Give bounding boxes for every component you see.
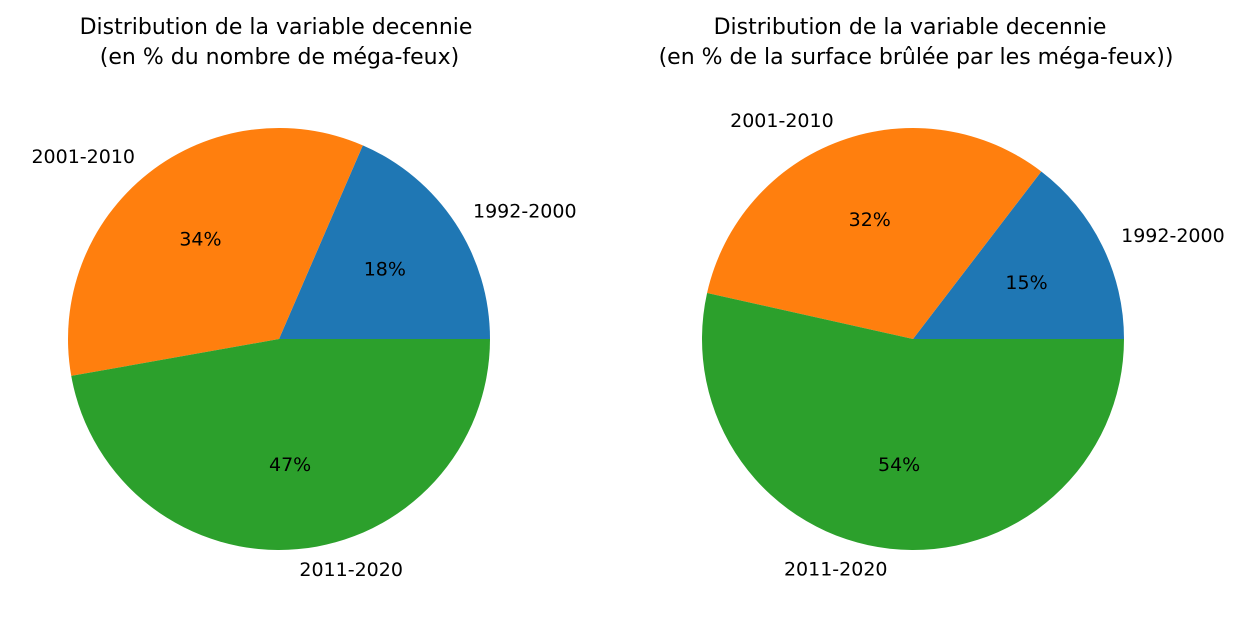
percent-label-2001-2010: 34% [179,229,221,251]
pie-labels: 1992-2000 18% 2001-2010 34% 2011-2020 47% [31,146,576,581]
slice-label-2011-2020: 2011-2020 [784,559,888,581]
pie-slice-2001-2010 [68,127,363,376]
pie-slice-2001-2010 [707,128,1042,339]
pie-labels: 1992-2000 15% 2001-2010 32% 2011-2020 54% [730,110,1225,581]
pie-slice-2011-2020 [71,339,490,550]
percent-label-2011-2020: 54% [878,454,920,476]
percent-label-1992-2000: 15% [1005,272,1047,294]
chart-title: Distribution de la variable decennie (en… [659,15,1174,70]
percent-label-2011-2020: 47% [269,454,311,476]
slice-label-1992-2000: 1992-2000 [1121,225,1225,247]
slice-label-2011-2020: 2011-2020 [299,559,403,581]
pie-slice-2011-2020 [702,292,1124,550]
chart-title-line-2: (en % de la surface brûlée par les méga-… [659,45,1174,70]
chart-title-line-1: Distribution de la variable decennie [80,15,473,40]
chart-title-line-1: Distribution de la variable decennie [714,15,1107,40]
chart-title: Distribution de la variable decennie (en… [80,15,473,70]
percent-label-2001-2010: 32% [849,209,891,231]
slice-label-2001-2010: 2001-2010 [730,110,834,132]
slice-label-2001-2010: 2001-2010 [31,146,135,168]
slice-label-1992-2000: 1992-2000 [473,201,577,223]
pie-slice-1992-2000 [279,145,490,339]
pie-slice-1992-2000 [913,171,1124,339]
pie-slices [68,127,490,550]
percent-label-1992-2000: 18% [364,258,406,280]
pie-slices [702,128,1124,550]
chart-title-line-2: (en % du nombre de méga-feux) [93,45,459,70]
